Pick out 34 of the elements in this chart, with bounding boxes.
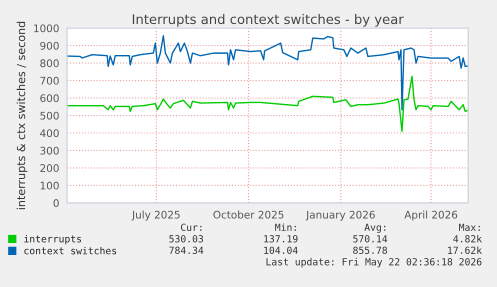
y-tick-label: 500 [40, 112, 59, 120]
text: 104.04 [264, 246, 298, 254]
text: 855.78 [353, 246, 388, 254]
y-tick-label: 200 [40, 164, 59, 172]
x-tick-label: October 2025 [213, 210, 284, 219]
text: 530.03 [169, 235, 204, 242]
legend-label: context switches [24, 246, 116, 254]
y-tick-label: 700 [40, 76, 59, 85]
legend-label: interrupts [24, 234, 82, 244]
text: 17.62k [448, 246, 482, 254]
y-tick-label: 0 [54, 199, 59, 208]
text: Cur: [181, 224, 202, 232]
x-tick-label: July 2025 [132, 210, 180, 221]
line-series [67, 76, 468, 132]
y-axis-title: interrupts & ctx switches / second [16, 22, 28, 210]
x-tick-label: January 2026 [306, 210, 375, 221]
y-tick-label: 900 [40, 42, 59, 50]
line-series [67, 35, 468, 110]
y-tick-label: 300 [40, 146, 59, 155]
text: 4.82k [453, 234, 482, 242]
y-tick-label: 400 [40, 129, 59, 138]
y-tick-label: 800 [40, 59, 59, 68]
text: 570.14 [353, 235, 388, 242]
y-tick-label: 1000 [34, 24, 59, 32]
text: Min: [275, 223, 296, 231]
text: Avg: [364, 224, 386, 233]
text: Max: [459, 224, 480, 232]
text: 137.19 [264, 235, 298, 242]
y-tick-label: 600 [40, 94, 59, 102]
text: 784.34 [169, 246, 204, 254]
chart-title: Interrupts and context switches - by year [132, 14, 404, 27]
text: Last update: Fri May 22 02:36:18 2026 [266, 258, 482, 268]
y-tick-label: 100 [40, 182, 59, 190]
x-tick-label: April 2026 [404, 210, 458, 221]
